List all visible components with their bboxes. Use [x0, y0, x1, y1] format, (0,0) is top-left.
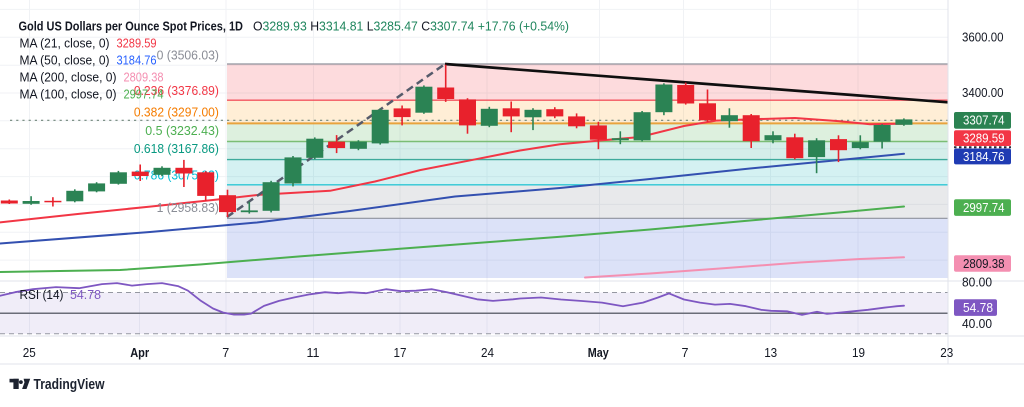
svg-text:3289.59: 3289.59	[963, 131, 1005, 145]
svg-text:TradingView: TradingView	[34, 377, 106, 393]
svg-text:2809.38: 2809.38	[963, 257, 1005, 271]
svg-text:3184.76: 3184.76	[117, 54, 157, 68]
svg-text:0.382 (3297.00): 0.382 (3297.00)	[134, 106, 219, 120]
svg-text:19: 19	[852, 345, 865, 360]
svg-text:3307.74: 3307.74	[963, 114, 1005, 128]
svg-text:7: 7	[222, 345, 229, 360]
svg-text:2997.74: 2997.74	[124, 88, 164, 102]
svg-text:3600.00: 3600.00	[962, 31, 1004, 45]
svg-text:0.618 (3167.86): 0.618 (3167.86)	[134, 142, 219, 156]
svg-text:80.00: 80.00	[962, 276, 992, 290]
svg-text:54.78: 54.78	[70, 288, 101, 302]
svg-text:Apr: Apr	[130, 345, 149, 360]
svg-text:7: 7	[682, 345, 689, 360]
svg-text:MA (21, close, 0): MA (21, close, 0)	[20, 37, 110, 51]
svg-text:RSI (14): RSI (14)	[20, 288, 64, 302]
svg-text:May: May	[588, 345, 610, 360]
svg-text:54.78: 54.78	[963, 301, 993, 315]
svg-text:11: 11	[307, 345, 320, 360]
svg-text:13: 13	[764, 345, 777, 360]
svg-text:23: 23	[940, 345, 953, 360]
svg-text:0.5 (3232.43): 0.5 (3232.43)	[145, 124, 219, 138]
svg-text:2809.38: 2809.38	[124, 71, 164, 85]
svg-text:O3289.93 H3314.81 L3285.47 C33: O3289.93 H3314.81 L3285.47 C3307.74 +17.…	[253, 20, 569, 34]
svg-text:1 (2958.83): 1 (2958.83)	[157, 201, 219, 215]
svg-text:3184.76: 3184.76	[963, 150, 1005, 164]
svg-text:25: 25	[23, 345, 36, 360]
svg-text:3400.00: 3400.00	[962, 86, 1004, 100]
svg-text:2997.74: 2997.74	[963, 201, 1005, 215]
svg-text:Gold US Dollars per Ounce Spot: Gold US Dollars per Ounce Spot Prices, 1…	[19, 19, 244, 34]
svg-text:0.236 (3376.89): 0.236 (3376.89)	[134, 84, 219, 98]
svg-text:MA (100, close, 0): MA (100, close, 0)	[20, 88, 117, 102]
svg-text:0 (3506.03): 0 (3506.03)	[157, 49, 219, 63]
svg-text:17: 17	[394, 345, 407, 360]
svg-text:3289.59: 3289.59	[117, 37, 157, 51]
svg-text:MA (50, close, 0): MA (50, close, 0)	[20, 54, 110, 68]
svg-text:40.00: 40.00	[962, 317, 992, 331]
svg-text:24: 24	[481, 345, 494, 360]
svg-text:MA (200, close, 0): MA (200, close, 0)	[20, 71, 117, 85]
